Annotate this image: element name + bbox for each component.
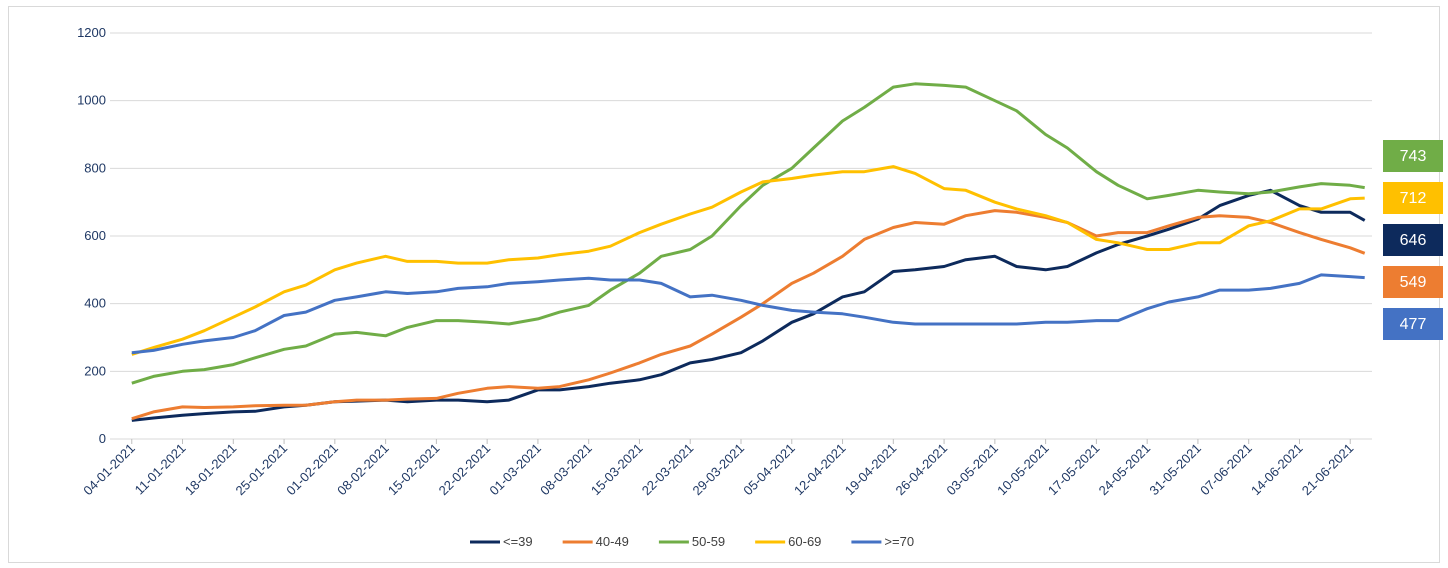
y-tick-label: 0 xyxy=(99,431,106,446)
x-tick-label: 14-06-2021 xyxy=(1248,441,1306,499)
end-label-text: 477 xyxy=(1400,316,1427,333)
x-tick-label: 15-03-2021 xyxy=(588,441,646,499)
series-line xyxy=(131,188,1366,422)
end-label: 646 xyxy=(1383,224,1443,256)
legend-item: 60-69 xyxy=(755,534,821,549)
end-label: 477 xyxy=(1383,308,1443,340)
y-tick-label: 400 xyxy=(84,296,106,311)
end-label-text: 549 xyxy=(1400,274,1427,291)
y-tick-label: 1000 xyxy=(77,93,106,108)
x-tick-label: 15-02-2021 xyxy=(385,441,443,499)
end-label-box xyxy=(1383,266,1443,298)
end-label-box xyxy=(1383,224,1443,256)
legend-item: <=39 xyxy=(470,534,533,549)
legend-label: 40-49 xyxy=(596,534,629,549)
x-tick-label: 25-01-2021 xyxy=(233,441,291,499)
x-tick-label: 05-04-2021 xyxy=(740,441,798,499)
end-label-box xyxy=(1383,140,1443,172)
end-label-box xyxy=(1383,182,1443,214)
legend-item: >=70 xyxy=(851,534,914,549)
series-line xyxy=(131,82,1365,385)
x-tick-label: 31-05-2021 xyxy=(1146,441,1204,499)
legend-label: >=70 xyxy=(884,534,914,549)
x-tick-label: 07-06-2021 xyxy=(1197,441,1255,499)
end-label: 712 xyxy=(1383,182,1443,214)
legend-item: 50-59 xyxy=(658,534,725,549)
x-tick-label: 12-04-2021 xyxy=(791,441,849,499)
x-tick-label: 26-04-2021 xyxy=(893,441,951,499)
legend-item: 40-49 xyxy=(562,534,629,549)
y-tick-label: 800 xyxy=(84,160,106,175)
x-tick-label: 01-03-2021 xyxy=(486,441,544,499)
x-tick-label: 11-01-2021 xyxy=(132,441,189,498)
x-tick-label: 24-05-2021 xyxy=(1096,441,1154,499)
end-label-text: 646 xyxy=(1400,232,1427,249)
end-label-box xyxy=(1383,308,1443,340)
end-label-text: 712 xyxy=(1400,190,1427,207)
end-label: 549 xyxy=(1383,266,1443,298)
x-tick-label: 10-05-2021 xyxy=(994,441,1052,499)
legend-label: 50-59 xyxy=(692,534,725,549)
legend-label: 60-69 xyxy=(788,534,821,549)
x-tick-label: 01-02-2021 xyxy=(283,441,341,499)
y-tick-label: 600 xyxy=(84,228,106,243)
x-tick-label: 08-02-2021 xyxy=(334,441,392,499)
series-line xyxy=(131,273,1365,355)
end-label-text: 743 xyxy=(1400,148,1427,165)
x-tick-label: 03-05-2021 xyxy=(943,441,1001,499)
y-tick-label: 1200 xyxy=(77,25,106,40)
end-label: 743 xyxy=(1383,140,1443,172)
x-tick-label: 18-01-2021 xyxy=(182,441,240,499)
x-tick-label: 21-06-2021 xyxy=(1299,441,1357,499)
x-tick-label: 22-02-2021 xyxy=(436,441,494,499)
series-line xyxy=(131,165,1365,356)
x-tick-label: 17-05-2021 xyxy=(1045,441,1103,499)
x-tick-label: 29-03-2021 xyxy=(689,441,747,499)
x-tick-label: 19-04-2021 xyxy=(842,441,900,499)
legend-label: <=39 xyxy=(503,534,533,549)
series-line xyxy=(131,209,1366,421)
x-tick-label: 22-03-2021 xyxy=(639,441,697,499)
x-tick-label: 08-03-2021 xyxy=(537,441,595,499)
x-tick-label: 04-01-2021 xyxy=(80,441,138,499)
y-tick-label: 200 xyxy=(84,363,106,378)
